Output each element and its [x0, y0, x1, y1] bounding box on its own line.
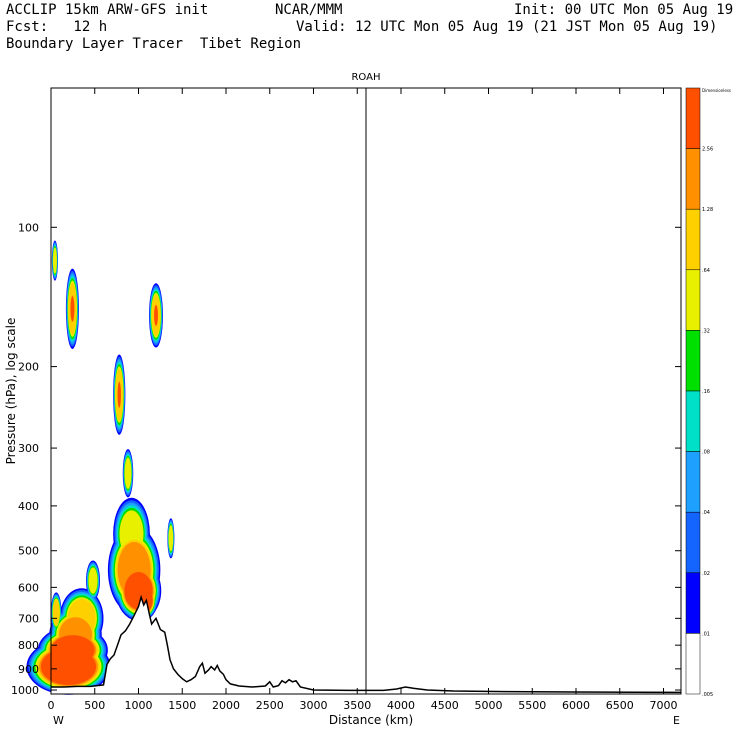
x-tick-label: 4500: [431, 699, 459, 712]
colorbar-level-label: .16: [702, 389, 710, 395]
colorbar-swatch: [685, 451, 701, 513]
y-tick-label: 500: [18, 545, 39, 558]
below-ground-mask: [51, 597, 681, 694]
tracer-contour-17-level-6: [88, 567, 98, 594]
colorbar-swatch: [685, 208, 701, 271]
tracer-contour-4-level-9: [154, 305, 158, 326]
field-name: Boundary Layer Tracer Tibet Region: [6, 36, 302, 52]
x-axis-label: Distance (km): [329, 713, 413, 727]
tracer-contour-2-level-9: [70, 296, 75, 322]
y-tick-label: 900: [18, 663, 39, 676]
colorbar-swatch: [685, 511, 701, 574]
x-tick-label: 1000: [125, 699, 153, 712]
x-tick-label: 6000: [562, 699, 590, 712]
tracer-contour-8-level-6: [168, 525, 174, 552]
x-tick-label: 7000: [650, 699, 678, 712]
colorbar-level-label: .64: [702, 268, 710, 274]
colorbar-level-label: 1.28: [702, 207, 713, 213]
colorbar-level-label: .08: [702, 450, 710, 456]
tracer-contour-0-level-6: [52, 247, 57, 274]
east-label: E: [673, 714, 680, 727]
y-axis: 100 200 300 400 500 600 700 800 900 1000: [11, 221, 681, 697]
colorbar-level-label: .02: [702, 571, 710, 577]
x-tick-label: 500: [84, 699, 105, 712]
valid-time: Valid: 12 UTC Mon 05 Aug 19 (21 JST Mon …: [296, 19, 718, 35]
x-tick-label: 2500: [256, 699, 284, 712]
tracer-shading: [26, 240, 175, 695]
colorbar-swatch: [685, 330, 701, 392]
terrain-profile: [51, 594, 682, 694]
model-title: ACCLIP 15km ARW-GFS init: [6, 2, 209, 18]
init-time: Init: 00 UTC Mon 05 Aug 19: [514, 2, 734, 18]
colorbar-unit-label: Dimensionless: [702, 88, 731, 93]
y-axis-label: Pressure (hPa), log scale: [4, 318, 18, 465]
forecast-hour: Fcst: 12 h: [6, 19, 108, 35]
colorbar-swatch: [685, 87, 701, 149]
west-label: W: [53, 714, 64, 727]
x-axis: 0 500 1000 1500 2000 2500 3000 3500 4000 4500 5000…: [48, 88, 678, 712]
x-tick-label: 5000: [475, 699, 503, 712]
colorbar-level-label: .04: [702, 510, 710, 516]
y-tick-label: 600: [18, 581, 39, 594]
colorbar-level-label: 2.56: [702, 147, 713, 153]
plot-frame: [50, 87, 682, 695]
colorbar: Dimensionless 2.56 1.28 .64 .32 .16 .08 .04 .02.…: [685, 87, 731, 698]
colorbar-swatch: [685, 633, 701, 695]
x-tick-label: 4000: [387, 699, 415, 712]
y-tick-label: 400: [18, 500, 39, 513]
colorbar-level-label: .01: [702, 631, 710, 637]
institution-label: NCAR/MMM: [275, 2, 343, 18]
colorbar-swatch: [685, 572, 701, 634]
tracer-contour-18-level-7: [52, 599, 60, 626]
x-tick-label: 2000: [212, 699, 240, 712]
chart-title: ROAH: [351, 72, 380, 83]
x-tick-label: 0: [48, 699, 55, 712]
colorbar-swatch: [685, 148, 701, 210]
tracer-contour-7-level-6: [124, 457, 132, 489]
tracer-contour-16-level-10: [42, 649, 95, 684]
y-tick-label: 700: [18, 612, 39, 625]
y-tick-label: 300: [18, 442, 39, 455]
y-tick-label: 100: [18, 221, 39, 234]
x-tick-label: 3000: [300, 699, 328, 712]
x-tick-label: 6500: [606, 699, 634, 712]
colorbar-swatch: [685, 390, 701, 452]
x-tick-label: 3500: [343, 699, 371, 712]
y-tick-label: 800: [18, 639, 39, 652]
x-tick-label: 1500: [168, 699, 196, 712]
y-tick-label: 1000: [11, 684, 39, 697]
x-tick-label: 5500: [518, 699, 546, 712]
colorbar-swatch: [685, 269, 701, 331]
terrain-line: [51, 594, 682, 694]
colorbar-level-label: .005: [702, 692, 713, 698]
colorbar-level-label: .32: [702, 328, 710, 334]
y-tick-label: 200: [18, 361, 39, 374]
tracer-contour-6-level-9: [117, 382, 121, 408]
